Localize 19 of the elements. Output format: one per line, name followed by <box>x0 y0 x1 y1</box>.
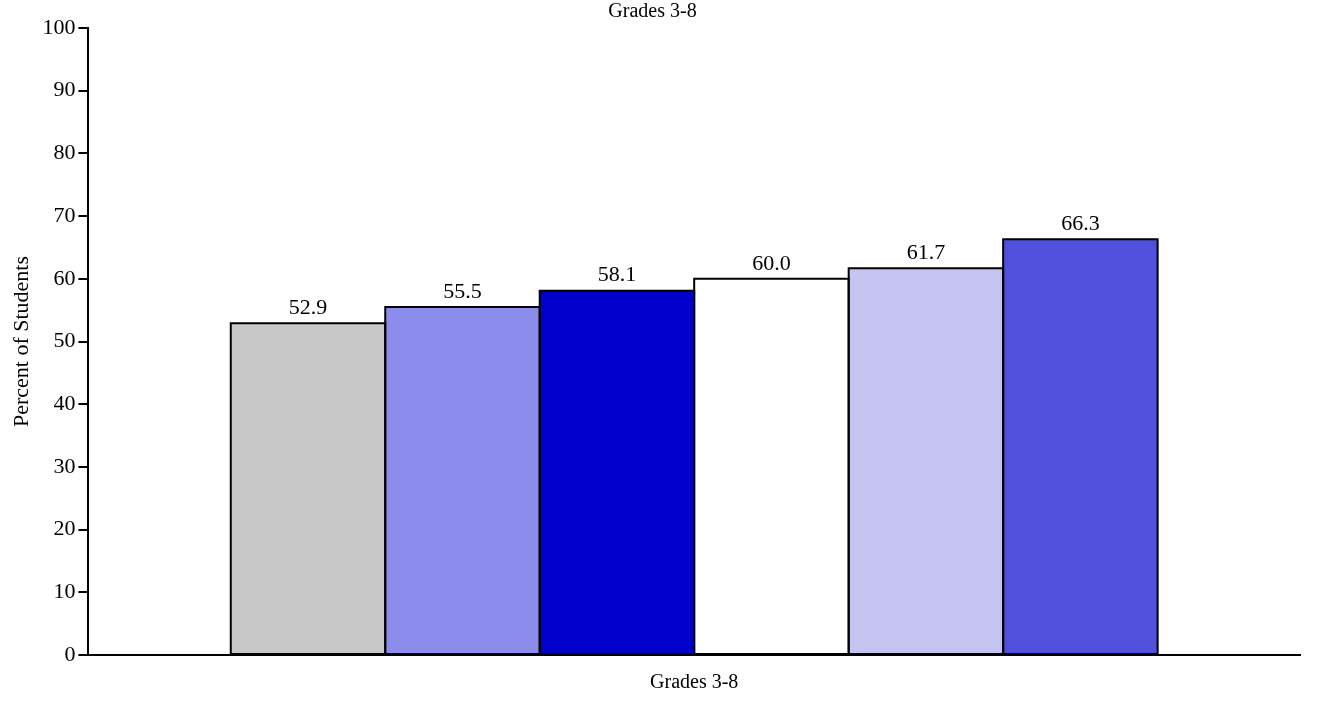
data-label: 61.7 <box>906 238 946 264</box>
y-tick-label: 100 <box>42 13 76 39</box>
data-label: 58.1 <box>597 261 637 287</box>
data-label: 52.9 <box>288 294 328 320</box>
y-tick-label: 20 <box>53 515 76 541</box>
data-label: 55.5 <box>443 277 482 303</box>
y-tick-label: 60 <box>53 264 76 290</box>
data-label: 66.3 <box>1061 210 1100 236</box>
y-tick-label: 80 <box>53 139 76 165</box>
y-tick-label: 90 <box>53 76 76 102</box>
data-label: 60.0 <box>752 249 791 275</box>
y-tick-label: 40 <box>53 389 76 415</box>
y-tick-label: 50 <box>53 327 76 353</box>
y-tick-label: 0 <box>64 640 76 666</box>
y-axis-title: Percent of Students <box>7 255 33 428</box>
y-tick-label: 30 <box>53 452 76 478</box>
chart-title: Grades 3-8 <box>608 0 697 22</box>
y-tick-label: 70 <box>53 201 76 227</box>
y-tick-label: 10 <box>53 578 76 604</box>
